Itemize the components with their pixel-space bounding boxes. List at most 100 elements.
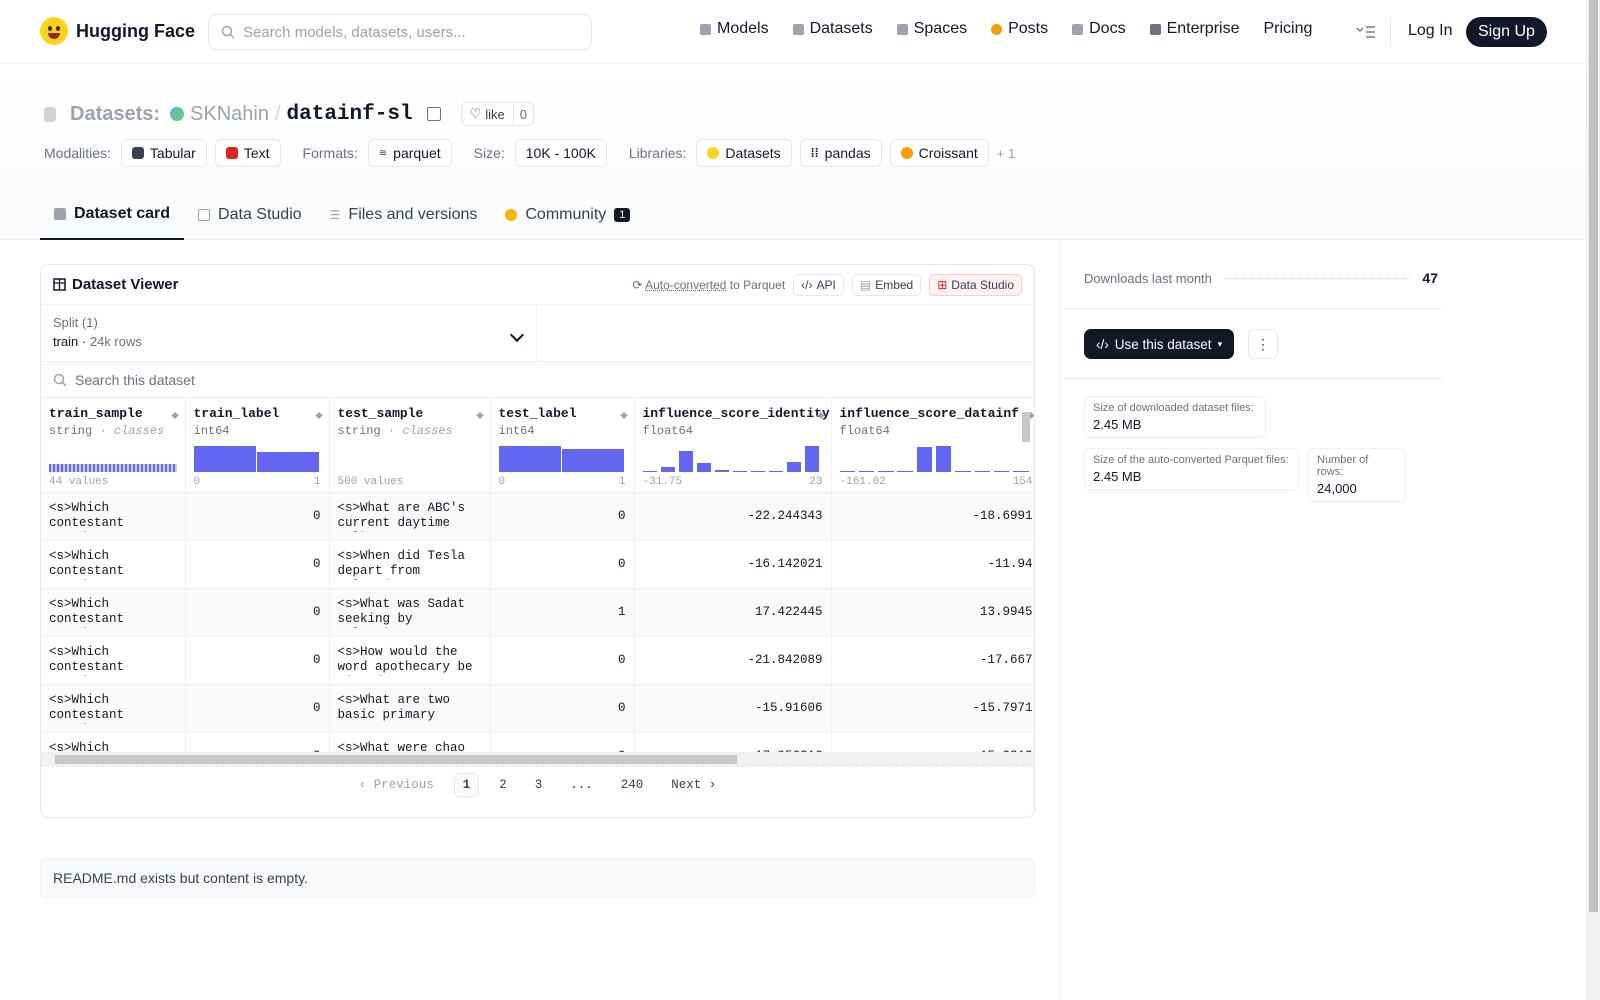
api-button[interactable]: ‹/› API <box>793 273 844 296</box>
table-cell[interactable]: <s>Which contestant cared… <box>41 636 186 685</box>
tab-community[interactable]: Community 1 <box>491 190 644 240</box>
table-cell[interactable]: -22.244343 <box>634 492 832 541</box>
table-cell[interactable]: -21.842089 <box>634 636 832 685</box>
column-histogram[interactable] <box>642 446 823 472</box>
tag-text[interactable]: Text <box>214 139 281 167</box>
table-cell[interactable]: 0 <box>185 636 330 685</box>
page-scrollbar[interactable] <box>1586 0 1600 1000</box>
auto-converted-link[interactable]: Auto-converted <box>645 277 727 292</box>
table-cell[interactable]: -18.6991 <box>831 492 1034 541</box>
next-page-button[interactable]: Next › <box>663 774 724 796</box>
global-search-input[interactable] <box>243 23 573 41</box>
tag-croissant[interactable]: Croissant <box>889 139 989 167</box>
table-row[interactable]: <s>Which contestant cared… 0 <s>How would … <box>41 636 1034 685</box>
tag-size[interactable]: 10K - 100K <box>514 139 607 167</box>
column-histogram[interactable] <box>49 446 177 472</box>
table-cell[interactable]: <s>What are ABC's current daytime talk… <box>329 492 491 541</box>
nav-spaces[interactable]: Spaces <box>896 20 967 38</box>
tab-files-and-versions[interactable]: ☰ Files and versions <box>316 190 492 240</box>
table-row[interactable]: <s>Which contestant cared… 0 <s>What are A… <box>41 492 1034 541</box>
table-cell[interactable]: 0 <box>490 684 635 733</box>
nav-pricing[interactable]: Pricing <box>1263 20 1312 38</box>
table-row[interactable]: <s>Which contestant cared… 0 <s>What was S… <box>41 588 1034 637</box>
vertical-scrollbar[interactable] <box>1022 412 1032 752</box>
use-this-dataset-button[interactable]: ‹/› Use this dataset ▾ <box>1084 329 1235 359</box>
dataset-search[interactable] <box>41 362 1034 398</box>
column-histogram[interactable] <box>193 446 321 472</box>
page-button[interactable]: 1 <box>453 772 480 797</box>
column-histogram[interactable] <box>338 446 482 472</box>
table-cell[interactable]: <s>Which contestant cared… <box>41 492 186 541</box>
dataset-search-input[interactable] <box>75 371 475 388</box>
brand-link[interactable]: Hugging Face <box>40 17 195 45</box>
data-studio-button[interactable]: ⊞ Data Studio <box>929 273 1022 296</box>
global-search[interactable] <box>208 14 592 50</box>
table-cell[interactable]: <s>Which contestant cared… <box>41 684 186 733</box>
column-header[interactable]: influence_score_identity float64 -31.75 23 <box>634 398 832 493</box>
tag-datasets-lib[interactable]: Datasets <box>696 139 792 167</box>
embed-button[interactable]: ▤ Embed <box>851 273 922 296</box>
tag-tabular[interactable]: Tabular <box>120 139 207 167</box>
table-cell[interactable]: -15.7971 <box>831 684 1034 733</box>
column-histogram[interactable] <box>498 446 626 472</box>
table-cell[interactable]: -15.91606 <box>634 684 832 733</box>
table-row[interactable]: <s>Which contestant cared… 0 <s>When did T… <box>41 540 1034 589</box>
sort-icon[interactable] <box>170 408 179 420</box>
table-cell[interactable]: <s>What are two basic primary resources… <box>329 684 491 733</box>
tab-dataset-card[interactable]: Dataset card <box>40 190 185 240</box>
column-header[interactable]: train_sample string · classes 44 values <box>41 398 186 493</box>
table-cell[interactable]: 0 <box>490 540 635 589</box>
like-button[interactable]: ♡ like 0 <box>460 102 534 126</box>
repo-kind-link[interactable]: Datasets: <box>70 102 161 125</box>
column-header[interactable]: train_label int64 0 1 <box>185 398 330 493</box>
table-cell[interactable]: 0 <box>185 684 330 733</box>
table-cell[interactable]: 13.9945 <box>831 588 1034 637</box>
nav-enterprise[interactable]: Enterprise <box>1149 20 1239 38</box>
horizontal-scrollbar[interactable] <box>41 752 1034 766</box>
nav-docs[interactable]: Docs <box>1072 20 1126 38</box>
table-cell[interactable]: -11.94 <box>831 540 1034 589</box>
login-link[interactable]: Log In <box>1408 22 1453 39</box>
repo-name-link[interactable]: datainf-sl <box>286 102 413 126</box>
column-header[interactable]: influence_score_datainf float64 -161.02 154 <box>831 398 1034 493</box>
previous-page-button[interactable]: ‹ Previous <box>351 774 442 796</box>
table-cell[interactable]: <s>Which contestant cared… <box>41 540 186 589</box>
table-cell[interactable]: 0 <box>490 492 635 541</box>
table-cell[interactable]: -17.667 <box>831 636 1034 685</box>
sort-icon[interactable] <box>816 408 825 420</box>
table-cell[interactable]: 17.422445 <box>634 588 832 637</box>
sort-icon[interactable] <box>314 408 323 420</box>
more-tags-link[interactable]: + 1 <box>996 145 1016 161</box>
sort-icon[interactable] <box>619 408 628 420</box>
signup-button[interactable]: Sign Up <box>1466 17 1547 47</box>
table-cell[interactable]: 0 <box>185 540 330 589</box>
table-cell[interactable]: -16.142021 <box>634 540 832 589</box>
sort-icon[interactable] <box>475 408 484 420</box>
copy-icon[interactable] <box>426 107 441 121</box>
sort-icon[interactable] <box>1026 408 1034 420</box>
more-options-button[interactable]: ⋮ <box>1248 329 1278 359</box>
table-cell[interactable]: <s>When did Tesla depart from Colorado… <box>329 540 491 589</box>
menu-icon[interactable] <box>1356 25 1376 39</box>
page-button[interactable]: 3 <box>534 777 543 792</box>
table-cell[interactable]: <s>How would the word apothecary be view… <box>329 636 491 685</box>
table-cell[interactable]: 0 <box>185 492 330 541</box>
nav-posts[interactable]: Posts <box>991 20 1048 38</box>
repo-owner-link[interactable]: SKNahin <box>190 102 269 125</box>
tag-parquet[interactable]: ≋ parquet <box>367 139 452 167</box>
tag-pandas[interactable]: ⁞⁞ pandas <box>799 139 882 167</box>
column-header[interactable]: test_label int64 0 1 <box>490 398 635 493</box>
page-button[interactable]: 240 <box>620 777 644 792</box>
table-cell[interactable]: <s>Which contestant cared… <box>41 588 186 637</box>
nav-models[interactable]: Models <box>700 20 769 38</box>
table-cell[interactable]: <s>What was Sadat seeking by releasing… <box>329 588 491 637</box>
column-histogram[interactable] <box>839 446 1033 472</box>
data-table-wrap[interactable]: train_sample string · classes 44 values tra… <box>41 398 1034 766</box>
table-cell[interactable]: 1 <box>490 588 635 637</box>
table-cell[interactable]: 0 <box>490 636 635 685</box>
split-selector[interactable]: Split (1) train · 24k rows <box>41 305 537 361</box>
page-button[interactable]: 2 <box>499 777 507 792</box>
column-header[interactable]: test_sample string · classes 500 values <box>329 398 491 493</box>
tab-data-studio[interactable]: Data Studio <box>184 190 316 240</box>
table-cell[interactable]: 0 <box>185 588 330 637</box>
